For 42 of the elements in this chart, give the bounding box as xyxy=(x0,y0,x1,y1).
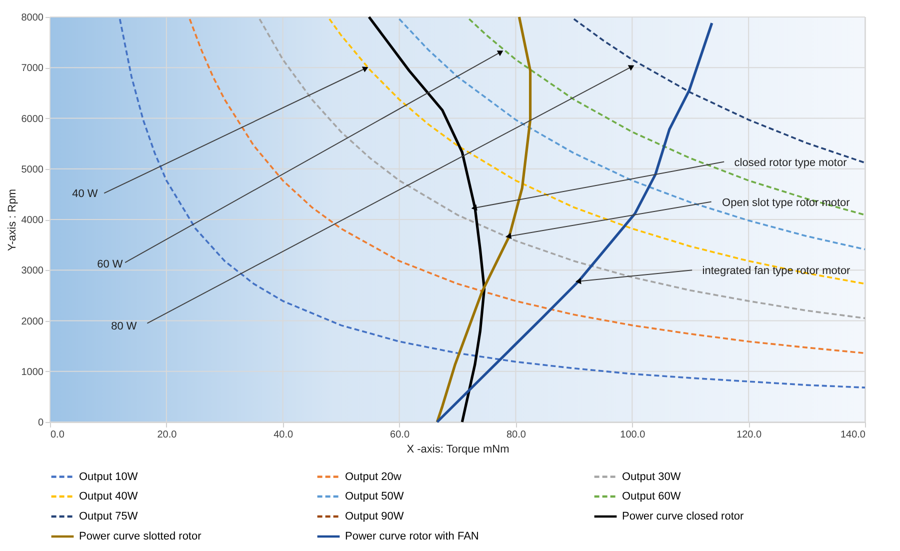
legend-label: Power curve closed rotor xyxy=(622,510,744,522)
annotation: 60 W xyxy=(97,258,124,271)
legend-label: Output 10W xyxy=(79,470,138,483)
y-tick-label: 1000 xyxy=(21,366,44,378)
x-tick-label: 100.0 xyxy=(620,430,646,440)
y-axis-title: Y-axis : Rpm xyxy=(6,189,18,251)
y-tick-label: 3000 xyxy=(21,266,44,277)
x-tick-label: 80.0 xyxy=(506,430,526,440)
y-tick-label: 4000 xyxy=(21,215,44,226)
line-series xyxy=(188,18,866,354)
y-tick-label: 0 xyxy=(38,418,44,428)
legend-label: Power curve rotor with FAN xyxy=(345,530,479,542)
y-tick-label: 5000 xyxy=(21,164,44,176)
line-series xyxy=(468,18,866,216)
x-tick-label: 40.0 xyxy=(274,430,294,440)
legend-label: Output 40W xyxy=(79,490,138,502)
legend-label: Output 30W xyxy=(622,470,682,483)
y-tick-label: 2000 xyxy=(21,316,44,328)
line-series xyxy=(398,18,866,250)
line-series xyxy=(368,16,486,424)
annotation: Open slot type rotor motor xyxy=(722,196,850,209)
x-tick-label: 0.0 xyxy=(50,430,65,440)
annotation: 80 W xyxy=(111,320,138,332)
legend-label: Output 50W xyxy=(345,490,404,502)
line-series xyxy=(258,18,866,320)
line-series xyxy=(328,18,866,285)
x-axis-title: X -axis: Torque mNm xyxy=(406,444,510,456)
legend-label: Power curve slotted rotor xyxy=(79,530,202,542)
annotation: 40 W xyxy=(72,188,98,200)
x-tick-label: 120.0 xyxy=(736,430,762,440)
legend-label: Output 60W xyxy=(622,490,682,502)
y-tick-label: 8000 xyxy=(21,12,44,24)
x-tick-label: 60.0 xyxy=(390,430,410,440)
x-tick-label: 140.0 xyxy=(840,430,866,440)
y-tick-label: 7000 xyxy=(21,63,44,74)
legend-label: Output 20w xyxy=(345,470,402,483)
legend-label: Output 90W xyxy=(345,510,404,522)
line-series xyxy=(436,16,532,424)
y-tick-label: 6000 xyxy=(21,114,44,125)
legend-label: Output 75W xyxy=(79,510,138,522)
annotation: closed rotor type motor xyxy=(734,156,848,169)
x-tick-label: 20.0 xyxy=(157,430,178,440)
